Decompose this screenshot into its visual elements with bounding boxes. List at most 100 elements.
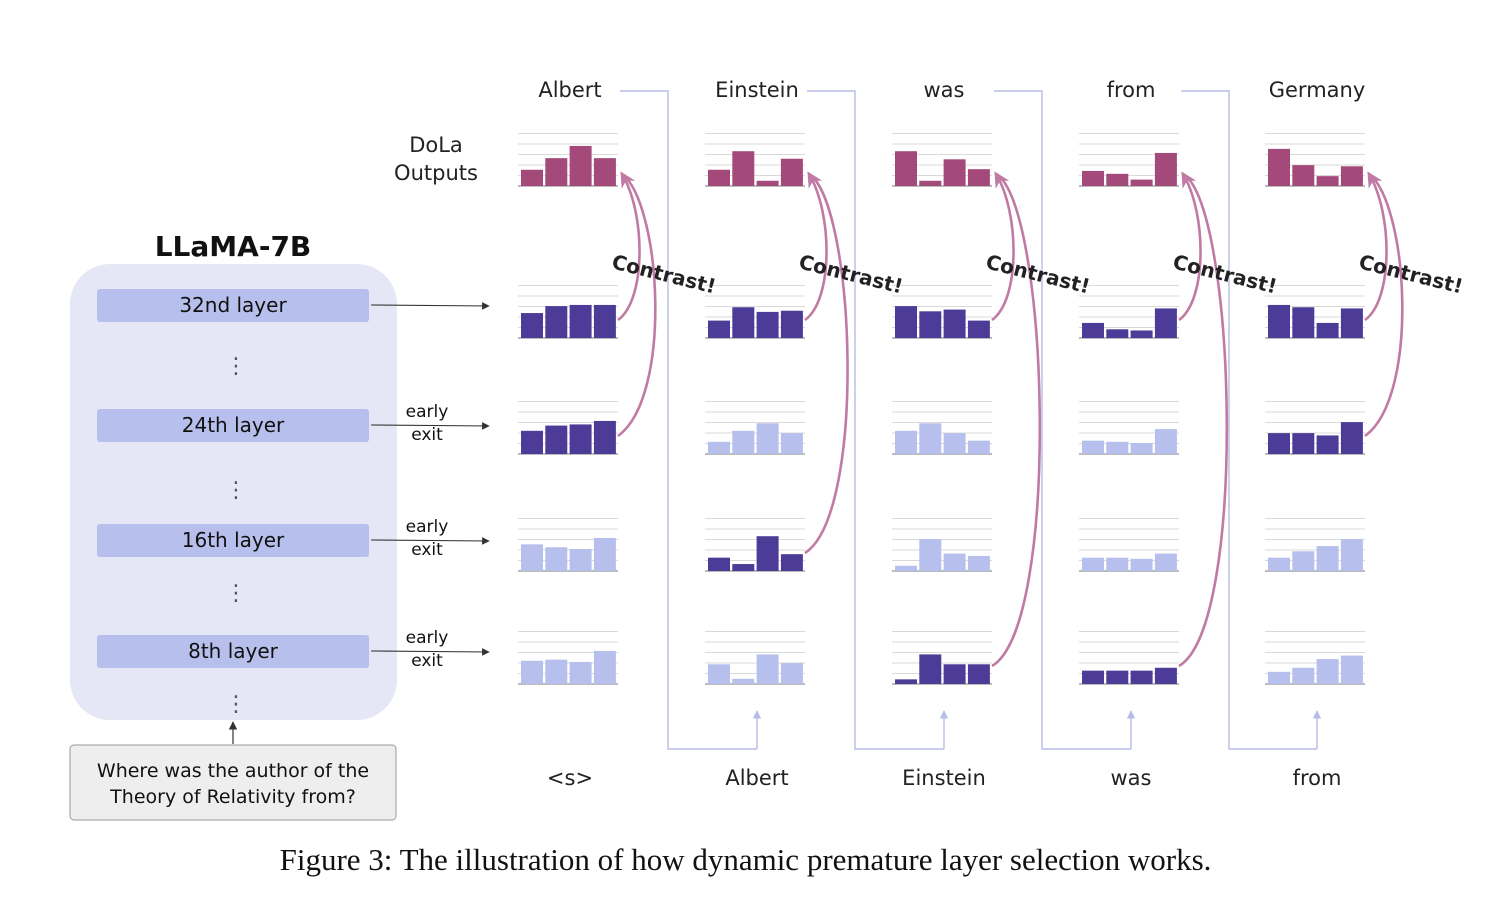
- contrast-arrow-top-0: [617, 171, 641, 322]
- bar-3-3-1: [1106, 557, 1129, 571]
- bar-0-3-2: [569, 548, 592, 571]
- early-exit-label-1-1: exit: [411, 425, 443, 445]
- output-token-1: Einstein: [715, 78, 799, 102]
- bar-4-0-3: [1340, 166, 1363, 186]
- output-token-2: was: [924, 78, 965, 102]
- bar-2-3-2: [943, 553, 966, 571]
- layer-dots-0: ⋮: [225, 354, 247, 379]
- layer-label-1: 24th layer: [182, 413, 285, 437]
- bar-3-2-1: [1106, 441, 1129, 454]
- bar-3-2-0: [1082, 440, 1104, 454]
- bar-4-4-0: [1268, 671, 1290, 684]
- bar-1-4-3: [780, 663, 803, 684]
- bar-3-0-3: [1154, 152, 1177, 186]
- token-connector-3: [1181, 90, 1317, 750]
- bar-0-3-0: [521, 544, 543, 571]
- bar-1-2-3: [780, 433, 803, 454]
- bar-3-0-1: [1106, 173, 1129, 186]
- early-exit-label-3-1: exit: [411, 651, 443, 671]
- bar-2-0-1: [919, 180, 942, 186]
- bar-2-4-1: [919, 654, 942, 684]
- bar-3-0-0: [1082, 170, 1104, 186]
- bar-3-1-0: [1082, 322, 1104, 338]
- bar-4-1-1: [1292, 307, 1315, 338]
- layer-dots-2: ⋮: [225, 581, 247, 606]
- bar-4-0-1: [1292, 165, 1315, 186]
- bar-1-0-1: [732, 151, 755, 186]
- bar-1-4-1: [732, 678, 755, 684]
- bar-1-0-0: [708, 169, 730, 186]
- layer-boxes: 32nd layer 24th layer 16th layer 8th layer: [97, 289, 369, 668]
- bar-1-4-2: [756, 654, 779, 684]
- bar-2-2-1: [919, 423, 942, 454]
- layer-dots: ⋮ ⋮ ⋮ ⋮: [225, 354, 247, 717]
- bar-1-2-2: [756, 423, 779, 454]
- contrast-arrow-bottom-3: [1178, 172, 1229, 668]
- bar-4-0-0: [1268, 148, 1290, 186]
- dola-label-line-2: Outputs: [394, 161, 478, 185]
- bar-4-3-0: [1268, 557, 1290, 571]
- bar-1-0-3: [780, 158, 803, 186]
- bar-2-2-2: [943, 433, 966, 454]
- bar-0-3-1: [545, 547, 568, 571]
- bar-0-0-2: [569, 145, 592, 186]
- token-connector-2: [994, 90, 1131, 750]
- model-panel: LLaMA-7B 32nd layer 24th layer 16th layer 8…: [70, 230, 397, 720]
- bar-0-0-3: [593, 158, 616, 186]
- bar-0-1-1: [545, 306, 568, 338]
- bar-1-3-0: [708, 557, 730, 571]
- bar-4-3-1: [1292, 551, 1315, 571]
- input-token-4: from: [1293, 766, 1342, 790]
- bar-2-4-2: [943, 664, 966, 684]
- token-connector-0: [620, 90, 757, 750]
- bar-3-2-3: [1154, 429, 1177, 454]
- contrast-arrows: Contrast! Contrast! Contrast! Contrast! Cont…: [610, 171, 1465, 668]
- bar-3-4-0: [1082, 670, 1104, 684]
- bar-3-3-2: [1130, 558, 1153, 571]
- bar-0-1-0: [521, 313, 543, 338]
- bar-1-2-0: [708, 441, 730, 454]
- bar-2-0-0: [895, 151, 917, 186]
- early-exit-label-2-0: early: [406, 517, 449, 537]
- bar-2-0-2: [943, 159, 966, 186]
- output-token-3: from: [1107, 78, 1156, 102]
- layer-label-2: 16th layer: [182, 528, 285, 552]
- bar-4-1-0: [1268, 304, 1290, 338]
- bar-0-4-3: [593, 650, 616, 684]
- bar-2-3-1: [919, 539, 942, 571]
- bar-0-0-1: [545, 158, 568, 186]
- contrast-arrow-top-2: [991, 171, 1015, 322]
- output-token-0: Albert: [538, 78, 601, 102]
- model-panel-background: [70, 264, 397, 720]
- bar-3-1-1: [1106, 329, 1129, 338]
- layer-dots-1: ⋮: [225, 478, 247, 503]
- bar-0-2-0: [521, 430, 543, 454]
- contrast-arrow-top-1: [804, 171, 828, 322]
- layer-box-1: [97, 409, 369, 442]
- bar-1-1-0: [708, 320, 730, 338]
- layer-output-arrow-3: [370, 648, 490, 656]
- contrast-label-1: Contrast!: [797, 250, 906, 299]
- bar-1-2-1: [732, 430, 755, 454]
- bar-2-1-1: [919, 311, 942, 338]
- bar-1-4-0: [708, 664, 730, 684]
- early-exit-label-3-0: early: [406, 628, 449, 648]
- bar-0-4-2: [569, 661, 592, 684]
- bar-3-1-3: [1154, 308, 1177, 338]
- bar-2-1-0: [895, 306, 917, 338]
- contrast-arrow-top-4: [1364, 171, 1388, 322]
- bar-3-0-2: [1130, 179, 1153, 186]
- layer-output-arrow-2: [370, 537, 490, 545]
- contrast-arrow-bottom-1: [804, 172, 849, 555]
- bar-3-4-1: [1106, 670, 1129, 684]
- dola-label-line-1: DoLa: [409, 133, 463, 157]
- bar-2-3-3: [967, 555, 990, 571]
- bar-4-3-2: [1316, 546, 1339, 571]
- bar-1-1-2: [756, 311, 779, 338]
- bar-4-2-2: [1316, 435, 1339, 454]
- early-exit-label-2-1: exit: [411, 540, 443, 560]
- bar-4-2-1: [1292, 433, 1315, 454]
- bar-4-3-3: [1340, 539, 1363, 571]
- bar-2-0-3: [967, 169, 990, 186]
